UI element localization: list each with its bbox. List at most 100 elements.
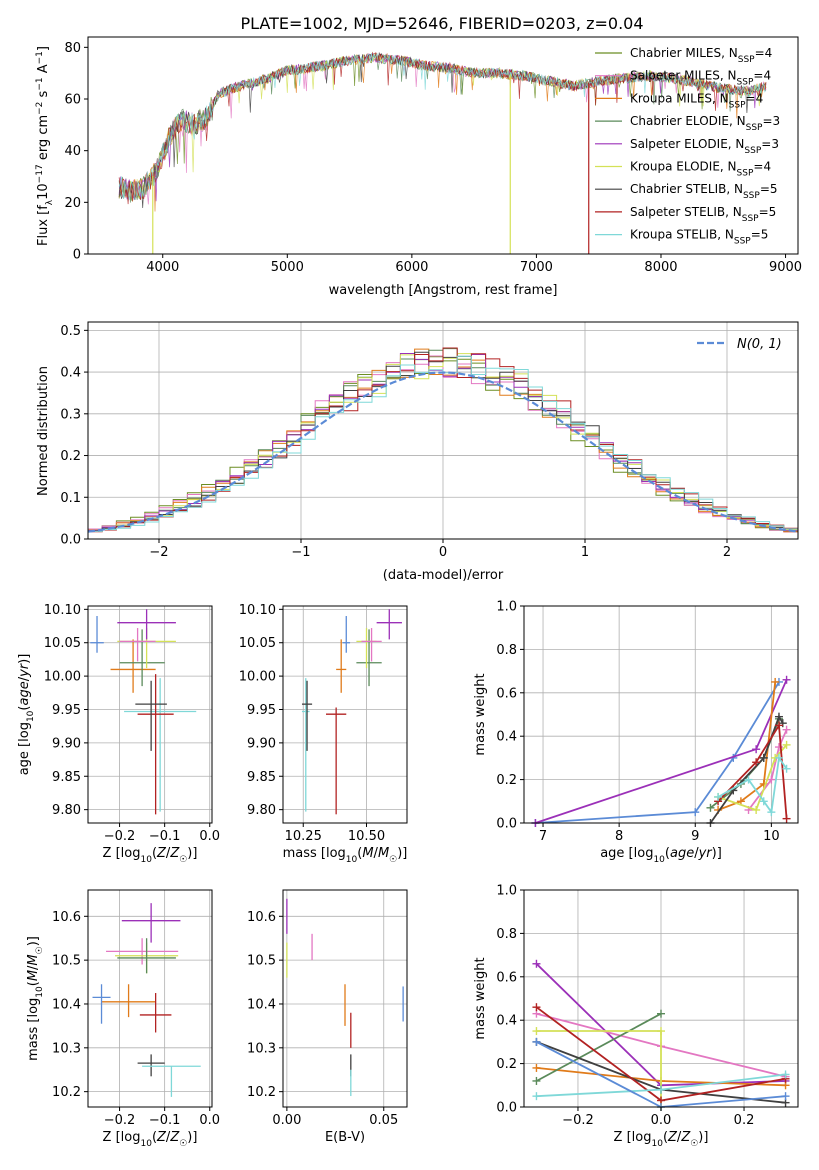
y-tick-label: 10.4: [247, 997, 276, 1012]
y-tick-label: 10.10: [239, 603, 276, 618]
y-tick-label: 9.80: [52, 803, 81, 818]
y-axis-label: mass weight: [473, 673, 488, 755]
error-bar-point: [139, 993, 172, 1033]
plus-marker: [532, 1037, 541, 1046]
plus-marker: [532, 1092, 541, 1101]
mass-weight-line: [535, 681, 780, 824]
x-tick-label: 9: [691, 829, 699, 844]
x-tick-label: 8: [615, 829, 623, 844]
legend-entry: Chabrier MILES, NSSP=4: [630, 46, 772, 65]
y-tick-label: 10.6: [52, 910, 81, 925]
x-tick-label: 4000: [146, 260, 179, 275]
plus-marker: [532, 1003, 541, 1012]
plus-marker: [774, 712, 783, 721]
legend-entry: Kroupa MILES, NSSP=4: [630, 91, 763, 110]
svg-text:age [log10(age/yr)]: age [log10(age/yr)]: [17, 654, 36, 776]
plus-marker: [767, 775, 776, 784]
x-tick-label: 6000: [395, 260, 428, 275]
chart-age_vs_mass: 10.25 10.50 9.80 9.85 9.90 9.95 10.00 10.05 10.1…: [239, 603, 408, 865]
y-tick-label: 0.2: [60, 449, 81, 464]
y-tick-label: 9.95: [247, 703, 276, 718]
error-bar-point: [117, 609, 176, 640]
plus-marker: [781, 1092, 790, 1101]
x-axis-label: E(B-V): [325, 1130, 365, 1145]
plus-marker: [759, 753, 768, 762]
plus-marker: [782, 814, 791, 823]
y-tick-label: 10.5: [52, 954, 81, 969]
plot-area: [118, 51, 767, 254]
x-tick-label: 0: [439, 545, 447, 560]
x-axis-label: wavelength [Angstrom, rest frame]: [329, 283, 558, 298]
plus-marker: [657, 1085, 665, 1094]
error-bar-point: [119, 628, 156, 662]
error-bar-point: [342, 616, 351, 653]
plus-marker: [774, 753, 783, 762]
y-tick-label: 0.2: [496, 773, 517, 788]
y-tick-label: 9.85: [52, 770, 81, 785]
y-tick-label: 0.8: [496, 927, 517, 942]
y-tick-label: 0.6: [496, 686, 517, 701]
y-tick-label: 10.10: [44, 603, 81, 618]
svg-text:Flux [fλ10−17 erg cm−2 s−1 A−1: Flux [fλ10−17 erg cm−2 s−1 A−1]: [35, 46, 55, 246]
axes-frame: [87, 605, 213, 824]
plus-marker: [752, 805, 761, 814]
plot-area: [92, 903, 201, 1097]
residual-histogram: [88, 355, 798, 532]
x-axis-label: Z [log10(Z/Z☉)]: [103, 846, 198, 865]
svg-text:mass [log10(M/M☉)]: mass [log10(M/M☉)]: [26, 936, 45, 1061]
plus-marker: [714, 792, 723, 801]
plus-marker: [774, 721, 783, 730]
axes-frame: [87, 36, 799, 255]
plus-marker: [752, 745, 761, 754]
y-tick-label: 0.1: [60, 491, 81, 506]
y-tick-label: 0.0: [496, 1101, 517, 1116]
x-tick-label: −2: [149, 545, 168, 560]
legend-entry: Salpeter ELODIE, NSSP=3: [630, 137, 779, 156]
plus-marker: [782, 675, 791, 684]
x-axis-label: mass [log10(M/M☉)]: [283, 846, 408, 865]
y-tick-label: 0.0: [496, 817, 517, 832]
mass-weight-line: [535, 679, 788, 824]
chart-mass_vs_Z: −0.2 −0.1 0.0 10.2 10.3 10.4 10.5 10.6 Z [log10(…: [26, 889, 220, 1149]
x-tick-label: 0.2: [734, 1113, 755, 1128]
plus-marker: [691, 808, 700, 817]
y-tick-label: 9.85: [247, 770, 276, 785]
x-axis-label: Z [log10(Z/Z☉)]: [614, 1130, 709, 1149]
axes-frame: [282, 889, 408, 1108]
y-axis-label: mass [log10(M/M☉)]: [26, 936, 45, 1061]
y-axis-label: mass weight: [473, 957, 488, 1039]
y-axis-label: Normed distribution: [36, 366, 51, 496]
plus-marker: [744, 775, 753, 784]
y-tick-label: 0.5: [60, 324, 81, 339]
x-tick-label: 10: [763, 829, 780, 844]
plus-marker: [782, 740, 791, 749]
x-tick-label: 0.0: [199, 1113, 220, 1128]
x-tick-label: 2: [723, 545, 731, 560]
y-tick-label: 10.2: [247, 1085, 276, 1100]
mass-weight-line: [717, 681, 777, 811]
x-tick-label: 9000: [769, 260, 802, 275]
axes-frame: [87, 889, 213, 1108]
x-tick-label: −0.2: [562, 1113, 594, 1128]
chart-mass_vs_EBV: 0.00 0.05 10.2 10.3 10.4 10.5 10.6 E(B-V): [247, 889, 408, 1145]
y-tick-label: 10.6: [247, 910, 276, 925]
y-tick-label: 60: [64, 93, 81, 108]
y-tick-label: 10.05: [239, 636, 276, 651]
legend-entry: Chabrier STELIB, NSSP=5: [630, 182, 778, 201]
figure-title: PLATE=1002, MJD=52646, FIBERID=0203, z=0…: [240, 14, 643, 33]
error-bar-point: [356, 629, 382, 687]
legend-entry: Salpeter MILES, NSSP=4: [630, 69, 771, 88]
plot-area: [88, 347, 798, 533]
residual-histogram: [88, 347, 798, 533]
y-tick-label: 9.90: [247, 736, 276, 751]
axes-frame: [523, 605, 799, 824]
y-tick-label: 10.4: [52, 997, 81, 1012]
legend-entry: Kroupa STELIB, NSSP=5: [630, 228, 768, 247]
error-bar-point: [121, 903, 181, 943]
spectrum-line: [118, 52, 767, 201]
y-tick-label: 10.05: [44, 636, 81, 651]
x-tick-label: −0.1: [149, 829, 181, 844]
plus-marker: [767, 808, 776, 817]
x-tick-label: −0.2: [104, 829, 136, 844]
